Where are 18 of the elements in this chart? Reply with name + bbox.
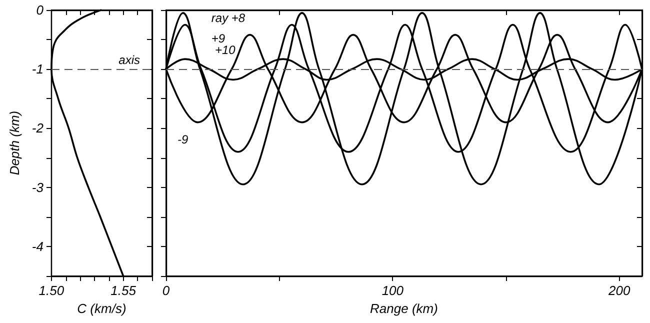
- annotation: -9: [178, 132, 189, 146]
- y-tick-label: -4: [32, 238, 44, 254]
- y-axis-title: Depth (km): [7, 110, 22, 176]
- x-axis-title: Range (km): [370, 301, 438, 316]
- ref-line-label: axis: [118, 53, 140, 68]
- x-tick-label: 0: [162, 283, 170, 298]
- x-tick-label: 200: [607, 283, 631, 298]
- x-tick-label: 1.55: [110, 283, 137, 298]
- x-tick-label: 100: [382, 283, 404, 298]
- annotation: +9: [211, 32, 226, 46]
- y-tick-label: 0: [36, 2, 44, 18]
- y-tick-label: -2: [32, 120, 44, 136]
- y-tick-label: -3: [32, 180, 44, 195]
- x-tick-label: 1.50: [38, 283, 65, 298]
- x-axis-title: C (km/s): [77, 301, 126, 316]
- annotation: +10: [215, 43, 236, 58]
- annotation: ray +8: [211, 10, 246, 25]
- y-tick-label: -1: [32, 62, 44, 77]
